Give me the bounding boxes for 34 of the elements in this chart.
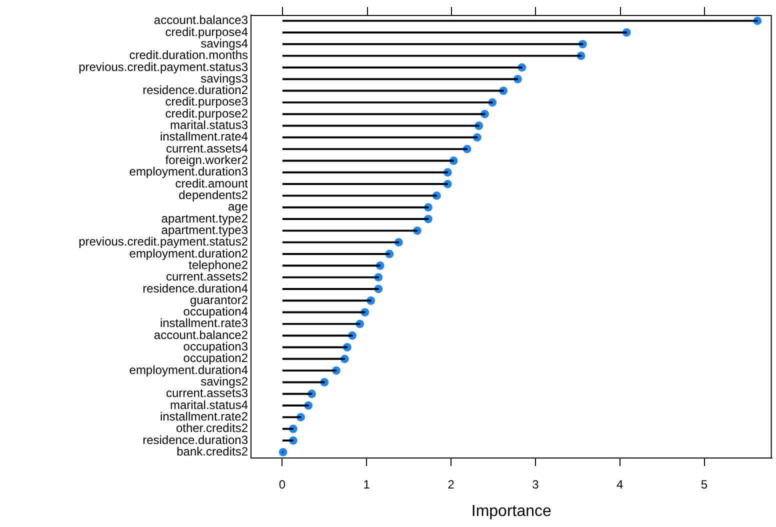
- x-tick-label: 0: [278, 478, 286, 492]
- y-tick-label: credit.amount: [175, 176, 249, 190]
- y-tick-label: employment.duration4: [129, 362, 248, 377]
- y-tick-label: account.balance3: [154, 13, 248, 28]
- y-tick-label: guarantor2: [190, 292, 248, 307]
- y-tick-label: dependents2: [178, 188, 248, 202]
- x-axis-title: Importance: [471, 502, 552, 520]
- y-tick-label: occupation3: [183, 340, 248, 354]
- y-tick-label: current.assets2: [166, 270, 248, 284]
- y-tick-label: current.assets4: [166, 141, 248, 156]
- y-tick-label: previous.credit.payment.status3: [78, 60, 248, 74]
- y-tick-label: other.credits2: [176, 421, 248, 436]
- y-tick-label: age: [228, 200, 248, 214]
- y-tick-label: installment.rate4: [160, 130, 248, 144]
- y-tick-label: telephone2: [188, 258, 248, 272]
- point: [278, 448, 288, 456]
- y-tick-label: foreign.worker2: [165, 153, 248, 168]
- y-tick-label: bank.credits2: [176, 444, 248, 458]
- y-tick-label: marital.status4: [170, 398, 248, 412]
- y-tick-label: account.balance2: [154, 328, 248, 342]
- x-tick-label: 3: [532, 478, 540, 492]
- x-tick-label: 4: [616, 478, 624, 492]
- y-tick-label: residence.duration4: [142, 281, 248, 296]
- x-tick-label: 1: [363, 478, 370, 492]
- x-tick-label: 2: [448, 478, 455, 492]
- x-tick-label: 5: [700, 478, 708, 492]
- y-tick-label: credit.purpose4: [165, 24, 248, 39]
- y-tick-label: savings2: [200, 374, 248, 389]
- y-tick-label: installment.rate3: [160, 316, 248, 330]
- y-tick-label: residence.duration3: [142, 432, 248, 447]
- y-tick-label: savings3: [200, 71, 248, 86]
- y-tick-label: occupation2: [183, 351, 248, 366]
- y-tick-label: credit.purpose3: [165, 94, 248, 109]
- y-tick-label: installment.rate2: [160, 410, 248, 424]
